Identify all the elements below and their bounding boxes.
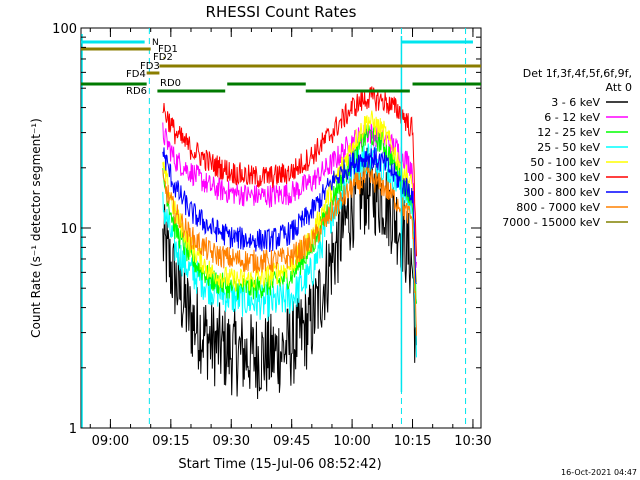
y-tick-label: 100: [52, 22, 77, 37]
x-tick-label: 10:30: [454, 434, 491, 449]
n-label: N: [152, 38, 159, 48]
legend-label: 12 - 25 keV: [537, 126, 600, 139]
x-tick-label: 09:30: [213, 434, 250, 449]
legend-label: 100 - 300 keV: [523, 171, 600, 184]
curves-layer: [162, 86, 417, 400]
x-tick-label: 10:00: [333, 434, 370, 449]
x-tick-label: 09:45: [273, 434, 310, 449]
x-tick-label: 09:00: [92, 434, 129, 449]
legend-label: 50 - 100 keV: [530, 156, 600, 169]
series-line-6: [162, 147, 417, 285]
legend-header-line1: Det 1f,3f,4f,5f,6f,9f,: [523, 67, 632, 80]
legend-label: 6 - 12 keV: [544, 111, 600, 124]
legend-label: 7000 - 15000 keV: [502, 216, 600, 229]
axis-ticks: 09:00 09:15 09:30 09:45 10:00 10:15 10:30 1 10 10…: [52, 22, 492, 449]
legend-label: 25 - 50 keV: [537, 141, 600, 154]
rd-label: RD6: [126, 86, 147, 97]
legend: Det 1f,3f,4f,5f,6f,9f, Att 0 3 - 6 keV 6 …: [502, 67, 632, 229]
y-axis-label: Count Rate (s⁻¹ detector segment⁻¹): [29, 118, 43, 338]
y-tick-label: 10: [60, 222, 77, 237]
fd-label: FD1: [158, 44, 178, 55]
fd-label: FD2: [153, 52, 173, 63]
legend-label: 300 - 800 keV: [523, 186, 600, 199]
series-line-4: [162, 110, 417, 292]
legend-label: 800 - 7000 keV: [516, 201, 600, 214]
series-line-1: [162, 122, 417, 268]
x-tick-label: 09:15: [152, 434, 189, 449]
fd-label: FD3: [140, 61, 160, 72]
x-axis-label: Start Time (15-Jul-06 08:52:42): [178, 457, 381, 472]
legend-header-line2: Att 0: [606, 81, 632, 94]
y-tick-label: 1: [69, 422, 77, 437]
fd-label: FD4: [126, 69, 146, 80]
x-tick-label: 10:15: [394, 434, 431, 449]
timestamp: 16-Oct-2021 04:47: [561, 468, 637, 477]
legend-label: 3 - 6 keV: [551, 96, 600, 109]
chart-title: RHESSI Count Rates: [206, 3, 357, 21]
rd-label: RD0: [160, 78, 181, 89]
series-line-7: [162, 165, 417, 336]
